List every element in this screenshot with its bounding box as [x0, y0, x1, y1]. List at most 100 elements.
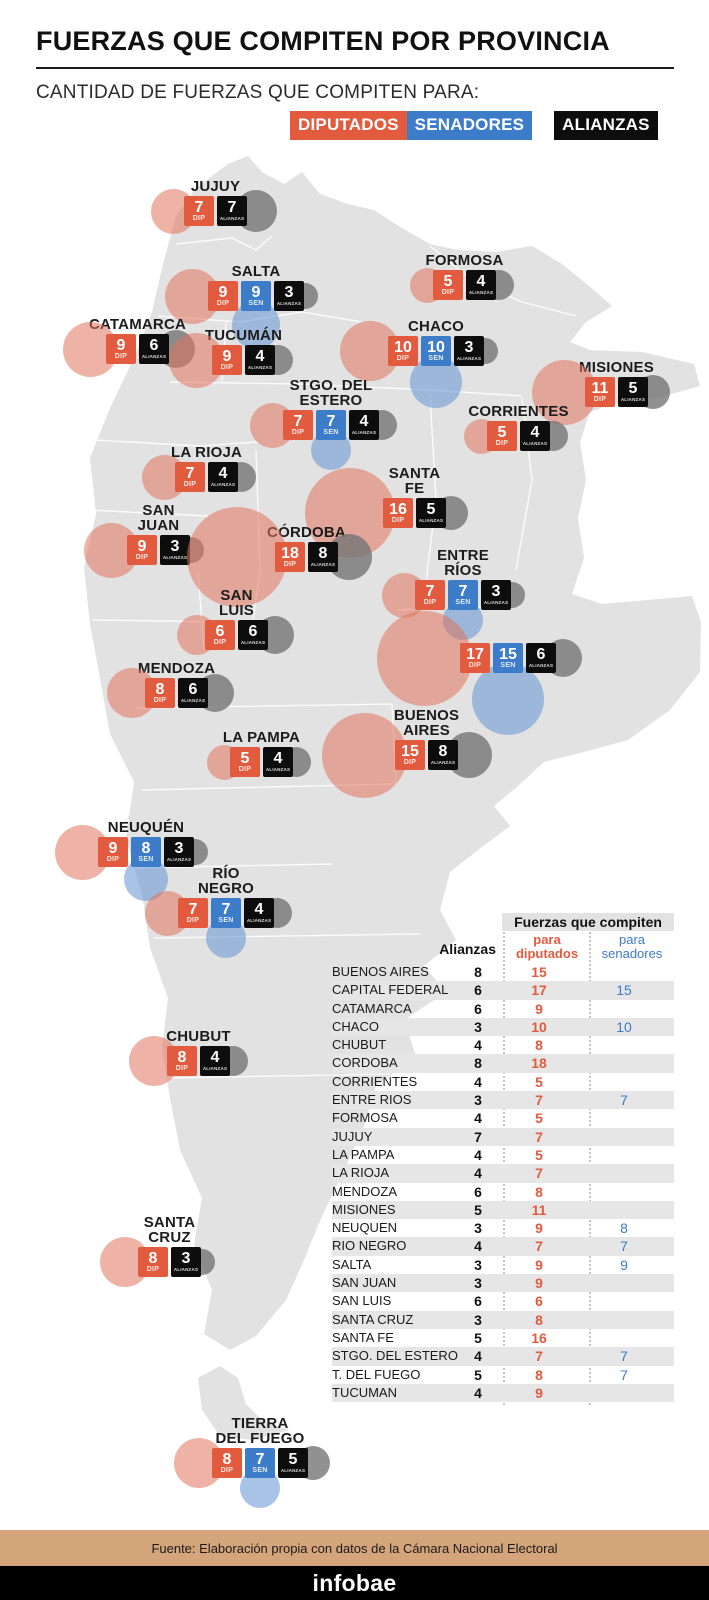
sen-label: SEN	[248, 299, 264, 307]
badge-row: 9 DIP 8 SEN 3 ALIANZAS	[98, 837, 194, 867]
province-name-cell: CORRIENTES	[332, 1073, 418, 1089]
alianzas-cell: 7	[474, 1128, 482, 1145]
province-label: MENDOZA	[137, 660, 216, 677]
province-name-cell: FORMOSA	[332, 1110, 398, 1126]
province-badge-group: SAN LUIS 6 DIP 6 ALIANZAS	[177, 588, 294, 655]
badge-row: 6 DIP 6 ALIANZAS	[205, 620, 268, 650]
province-badge-group: LA RIOJA 7 DIP 4 ALIANZAS	[142, 445, 256, 500]
alianzas-label: ALIANZAS	[456, 355, 482, 361]
province-badge-group: CHACO 10 DIP 10 SEN 3 ALIANZAS	[340, 319, 498, 408]
diputados-cell: 18	[531, 1055, 547, 1072]
source-bar: Fuente: Elaboración propia con datos de …	[0, 1530, 709, 1566]
province-label: NEUQUÉN	[107, 819, 185, 836]
province-badge-group: STGO. DEL ESTERO 7 DIP 7 SEN 4 ALIANZAS	[250, 378, 397, 470]
alianzas-cell: 3	[474, 1256, 482, 1273]
alianzas-label: ALIANZAS	[483, 599, 509, 605]
province-name-cell: LA PAMPA	[332, 1146, 395, 1162]
alianzas-badge: 3 ALIANZAS	[160, 535, 190, 565]
province-label: CATAMARCA	[88, 316, 187, 333]
alianzas-badge: 3 ALIANZAS	[171, 1247, 201, 1277]
alianzas-count: 5	[288, 1450, 298, 1468]
alianzas-label: ALIANZAS	[265, 766, 291, 772]
table-row: MISIONES 5 11	[332, 1200, 674, 1220]
dip-label: DIP	[391, 516, 405, 524]
title-underline	[36, 67, 674, 69]
dip-count: 15	[401, 742, 419, 760]
alianzas-cell: 4	[474, 1384, 482, 1401]
province-label: CÓRDOBA	[267, 524, 346, 541]
alianzas-label: ALIANZAS	[166, 856, 192, 862]
diputados-cell: 7	[535, 1238, 543, 1255]
alianzas-badge: 4 ALIANZAS	[466, 270, 496, 300]
table-row: SAN JUAN 3 9	[332, 1274, 674, 1293]
province-name-cell: LA RIOJA	[332, 1165, 390, 1181]
dip-label: DIP	[114, 352, 128, 360]
sen-count: 8	[141, 839, 151, 857]
province-badge-group: BUENOS AIRES 15 DIP 8 ALIANZAS	[322, 708, 492, 798]
alianzas-badge: 7 ALIANZAS	[217, 196, 247, 226]
alianzas-cell: 4	[474, 1037, 482, 1054]
diputados-cell: 6	[535, 1293, 543, 1310]
dip-label: DIP	[403, 758, 417, 766]
badge-row: 7 DIP 7 SEN 4 ALIANZAS	[283, 410, 379, 440]
diputados-cell: 7	[535, 1128, 543, 1145]
dip-badge: 11 DIP	[585, 377, 615, 407]
table-row: CATAMARCA 6 9	[332, 1000, 674, 1018]
dip-badge: 5 DIP	[230, 747, 260, 777]
province-label: LA RIOJA	[170, 444, 243, 461]
sen-label: SEN	[218, 916, 234, 924]
diputados-circle	[377, 610, 472, 706]
diputados-cell: 8	[535, 1183, 543, 1200]
province-name-cell: SANTA FE	[332, 1329, 394, 1345]
table-rows: BUENOS AIRES 8 15 CAPITAL FEDERAL 6 17 15 CATAM…	[332, 963, 674, 1403]
province-label: TUCUMÁN	[204, 327, 283, 344]
province-badge-group: SAN JUAN 9 DIP 3 ALIANZAS	[84, 503, 204, 578]
alianzas-count: 4	[273, 749, 283, 767]
province-badge-group: CHUBUT 8 DIP 4 ALIANZAS	[129, 1029, 248, 1086]
diputados-cell: 9	[535, 1275, 543, 1292]
dip-label: DIP	[291, 428, 305, 436]
alianzas-cell: 8	[474, 1055, 482, 1072]
dip-label: DIP	[423, 598, 437, 606]
alianzas-count: 4	[210, 1048, 220, 1066]
legend-alianzas: ALIANZAS	[554, 111, 658, 140]
alianzas-badge: 6 ALIANZAS	[238, 620, 268, 650]
dip-count: 9	[222, 347, 232, 365]
sen-count: 9	[251, 283, 261, 301]
badge-row: 18 DIP 8 ALIANZAS	[275, 542, 338, 572]
alianzas-badge: 4 ALIANZAS	[208, 462, 238, 492]
dip-count: 7	[185, 464, 195, 482]
alianzas-badge: 8 ALIANZAS	[308, 542, 338, 572]
dip-label: DIP	[213, 638, 227, 646]
dip-badge: 9 DIP	[106, 334, 136, 364]
table-row: RIO NEGRO 4 7 7	[332, 1237, 674, 1256]
dip-count: 11	[591, 379, 609, 397]
sen-badge: 9 SEN	[241, 281, 271, 311]
province-badge-group: TIERRA DEL FUEGO 8 DIP 7 SEN 5 ALIANZAS	[174, 1416, 330, 1508]
province-label: RÍO NEGRO	[197, 865, 254, 897]
province-badge-group: CÓRDOBA 18 DIP 8 ALIANZAS	[187, 507, 372, 607]
dip-count: 5	[240, 749, 250, 767]
dip-badge: 10 DIP	[388, 336, 418, 366]
table-row: SANTA CRUZ 3 8	[332, 1310, 674, 1329]
diputados-cell: 15	[531, 964, 547, 980]
badge-row: 9 DIP 6 ALIANZAS	[106, 334, 169, 364]
senadores-cell: 8	[620, 1220, 628, 1237]
province-badge-group: SANTA CRUZ 8 DIP 3 ALIANZAS	[100, 1215, 215, 1287]
alianzas-count: 4	[359, 412, 369, 430]
infobae-logo: infobae	[312, 1569, 397, 1596]
dip-label: DIP	[220, 1466, 234, 1474]
dip-count: 5	[497, 423, 507, 441]
column-header-senadores: para senadores	[601, 932, 663, 961]
diputados-cell: 7	[535, 1348, 543, 1365]
diputados-cell: 17	[531, 982, 547, 999]
sen-badge: 7 SEN	[211, 898, 241, 928]
table-row: CHACO 3 10 10	[332, 1017, 674, 1037]
badge-row: 5 DIP 4 ALIANZAS	[230, 747, 293, 777]
province-name-cell: CATAMARCA	[332, 1000, 412, 1016]
dip-badge: 5 DIP	[487, 421, 517, 451]
diputados-circle	[187, 507, 287, 607]
alianzas-count: 4	[255, 347, 265, 365]
sen-label: SEN	[252, 1466, 268, 1474]
badge-row: 5 DIP 4 ALIANZAS	[433, 270, 496, 300]
